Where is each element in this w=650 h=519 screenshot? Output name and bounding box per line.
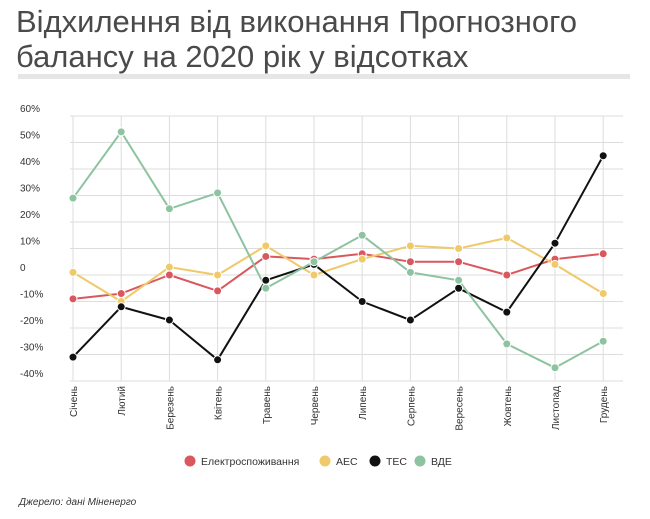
data-point <box>213 286 223 296</box>
data-point <box>261 283 271 293</box>
y-tick-label: -10% <box>20 290 43 301</box>
data-point <box>598 249 608 259</box>
y-tick-label: -40% <box>20 369 43 380</box>
data-point <box>502 270 512 280</box>
data-point <box>116 127 126 137</box>
series-lines <box>72 130 605 369</box>
x-tick-label: Лютий <box>117 386 128 416</box>
y-tick-label: -20% <box>20 316 43 327</box>
data-point <box>68 294 78 304</box>
x-tick-label: Грудень <box>599 386 610 423</box>
data-point <box>309 270 319 280</box>
legend-marker <box>369 455 381 467</box>
y-tick-label: 40% <box>20 157 40 168</box>
series-line <box>72 236 604 303</box>
data-point <box>68 193 78 203</box>
y-tick-label: 10% <box>20 237 40 248</box>
data-point <box>164 315 174 325</box>
x-tick-label: Липень <box>358 386 369 420</box>
data-point <box>454 283 464 293</box>
data-point <box>357 297 367 306</box>
legend-label: ВДЕ <box>431 456 452 468</box>
x-tick-label: Вересень <box>455 386 466 431</box>
y-tick-label: -30% <box>20 343 43 354</box>
y-axis-ticks: 60% 50% 40% 30% 20% 10% 0 -10% -20% -30% -40% <box>20 104 43 380</box>
legend-marker <box>414 455 426 467</box>
data-point <box>405 257 415 267</box>
data-point <box>405 267 415 277</box>
data-point <box>502 307 512 317</box>
series-line <box>72 130 604 369</box>
legend: Електроспоживання АЕС ТЕС ВДЕ <box>184 455 452 468</box>
source-note: Джерело: дані Міненерго <box>19 497 137 508</box>
data-point <box>598 336 608 346</box>
data-point <box>502 233 512 243</box>
x-tick-label: Квітень <box>214 386 225 420</box>
x-tick-label: Серпень <box>406 386 417 426</box>
data-point <box>261 251 271 261</box>
x-tick-label: Листопад <box>551 386 562 430</box>
y-tick-label: 60% <box>20 104 40 115</box>
series-line <box>72 155 605 361</box>
legend-label: ТЕС <box>386 456 407 468</box>
data-point <box>454 257 464 267</box>
y-tick-label: 50% <box>20 131 40 142</box>
data-point <box>213 188 223 198</box>
y-tick-label: 0 <box>20 263 26 274</box>
data-point <box>454 244 464 253</box>
x-tick-label: Травень <box>262 386 273 424</box>
chart-title: Відхилення від виконання Прогнозного бал… <box>16 4 577 74</box>
y-tick-label: 20% <box>20 210 40 221</box>
data-point <box>405 241 415 251</box>
data-point <box>164 262 174 272</box>
data-point <box>164 270 174 280</box>
data-point <box>357 230 367 240</box>
data-point <box>550 259 560 269</box>
data-point <box>213 355 223 365</box>
data-point <box>357 254 367 264</box>
data-point <box>550 238 560 248</box>
data-point <box>213 270 223 280</box>
x-tick-label: Жовтень <box>503 386 514 427</box>
data-point <box>454 275 464 285</box>
data-point <box>261 241 271 251</box>
data-point <box>598 151 608 161</box>
title-divider <box>18 74 630 79</box>
data-point <box>68 352 78 362</box>
data-point <box>502 339 512 349</box>
x-tick-label: Січень <box>69 386 80 417</box>
x-tick-label: Березень <box>165 386 176 430</box>
data-point <box>68 267 78 277</box>
data-point <box>116 289 126 299</box>
data-point <box>164 204 174 214</box>
series-line <box>72 252 604 300</box>
data-point <box>598 289 608 299</box>
legend-marker <box>184 455 196 467</box>
legend-label: Електроспоживання <box>201 456 299 468</box>
y-tick-label: 30% <box>20 184 40 195</box>
series-points <box>68 127 608 373</box>
data-point <box>261 275 271 285</box>
legend-marker <box>319 455 331 467</box>
data-point <box>550 363 560 373</box>
grid-lines <box>70 115 623 382</box>
legend-label: АЕС <box>336 456 358 468</box>
x-axis-ticks: Січень Лютий Березень Квітень Травень Червень… <box>69 386 610 431</box>
data-point <box>116 302 126 312</box>
x-tick-label: Червень <box>310 386 321 425</box>
data-point <box>309 257 319 267</box>
data-point <box>405 315 415 325</box>
